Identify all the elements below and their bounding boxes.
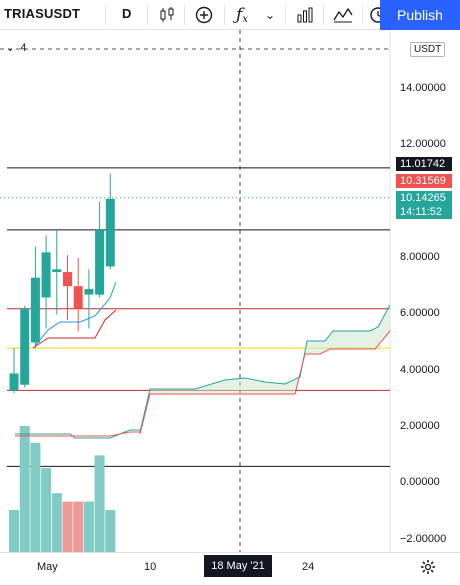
- indicator-line-red: [32, 309, 117, 349]
- time-axis[interactable]: May 10 18 May '21 24: [0, 552, 460, 585]
- indicator-line-green: [139, 304, 391, 433]
- candle-body: [84, 288, 94, 295]
- candles-icon[interactable]: [155, 3, 179, 27]
- volume-bar: [9, 510, 19, 552]
- toolbar-separator: [184, 5, 185, 25]
- candle-body: [95, 229, 105, 295]
- volume-bar: [105, 510, 116, 552]
- indicator-line-blue: [34, 281, 117, 347]
- candle-body: [9, 373, 19, 391]
- price-tick-label: 8.00000: [400, 251, 440, 263]
- toolbar-separator: [147, 5, 148, 25]
- time-label: 10: [144, 561, 157, 573]
- indicator-legend[interactable]: ⌄ 4: [6, 42, 27, 54]
- candle-body: [20, 308, 30, 385]
- toolbar-separator: [105, 5, 106, 25]
- price-tick-label: 6.00000: [400, 307, 440, 320]
- toolbar-separator: [285, 5, 286, 25]
- indicator-count: 4: [20, 42, 27, 54]
- volume-bar: [41, 468, 52, 552]
- volume-bar: [62, 501, 73, 552]
- toolbar-separator: [224, 5, 225, 25]
- collapse-chevron-icon[interactable]: ⌄: [6, 42, 15, 54]
- gear-icon[interactable]: [418, 557, 438, 577]
- price-tick-label: 14.00000: [400, 82, 446, 94]
- countdown-tag: 14:11:52: [396, 205, 452, 219]
- price-tick-label: 12.00000: [400, 138, 446, 151]
- candle-body: [30, 277, 40, 343]
- price-tag-red: 10.31569: [396, 174, 452, 188]
- price-tag-black: 11.01742: [396, 157, 452, 171]
- toolbar-separator: [323, 5, 324, 25]
- volume-bar: [19, 426, 30, 552]
- price-tick-label: 4.00000: [400, 363, 440, 376]
- bar-chart-icon[interactable]: [293, 3, 317, 27]
- candle-body: [41, 252, 51, 298]
- price-tick-label: 0.00000: [400, 476, 440, 489]
- chevron-down-icon[interactable]: ⌄: [264, 8, 276, 22]
- candle-body: [105, 198, 115, 267]
- volume-bar: [83, 501, 94, 552]
- time-label: 24: [302, 561, 315, 573]
- indicator-line-red: [139, 330, 391, 435]
- time-label: May: [37, 561, 58, 573]
- crosshair-time-label: 18 May '21: [204, 555, 272, 577]
- price-tick-label: 2.00000: [400, 420, 440, 432]
- indicator-line-red: [15, 431, 140, 437]
- price-tag-teal: 10.14265: [396, 191, 452, 205]
- volume-bar: [73, 501, 84, 552]
- price-tick-label: −2.00000: [400, 532, 447, 545]
- candle-body: [52, 269, 62, 273]
- symbol-search[interactable]: TRIASUSDT: [4, 6, 81, 21]
- candle-body: [63, 272, 72, 287]
- volume-bar: [51, 493, 62, 552]
- indicator-line-green: [15, 429, 140, 439]
- compare-icon[interactable]: [331, 3, 355, 27]
- indicator-cloud: [140, 305, 390, 434]
- candle-body: [73, 286, 83, 309]
- volume-bar: [94, 455, 105, 552]
- toolbar-separator: [362, 5, 363, 25]
- interval-selector[interactable]: D: [122, 6, 132, 21]
- volume-bar: [30, 442, 41, 552]
- add-indicator-icon[interactable]: [192, 3, 216, 27]
- publish-button[interactable]: Publish: [380, 0, 460, 30]
- currency-badge[interactable]: USDT: [410, 42, 446, 57]
